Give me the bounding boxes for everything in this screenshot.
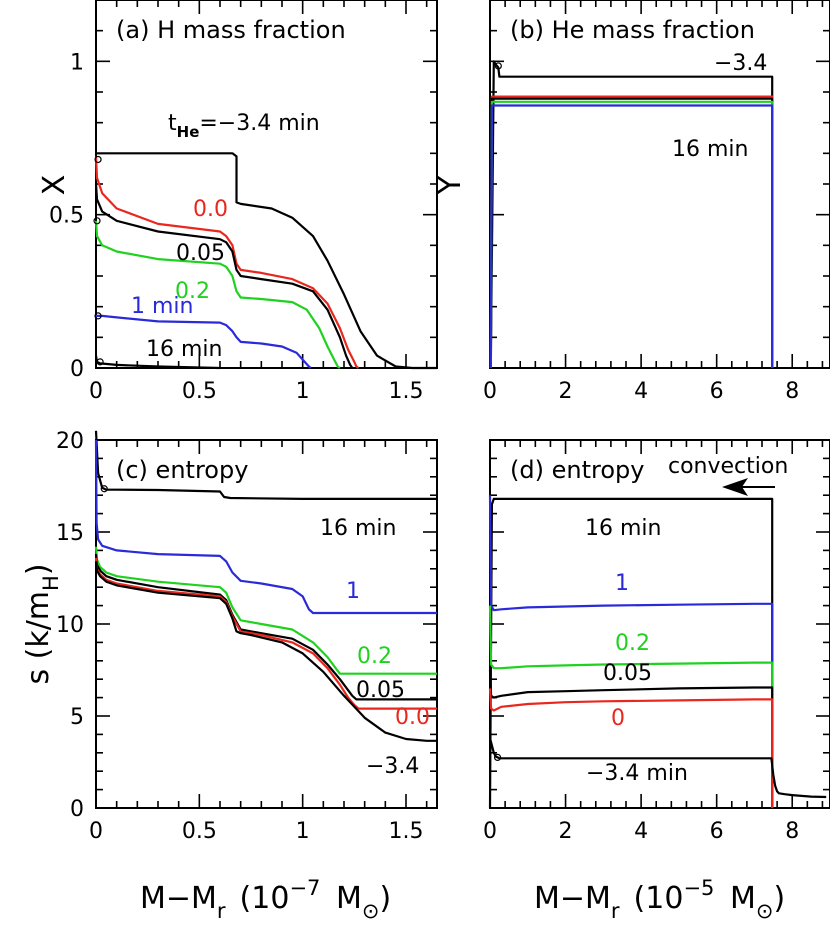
data-marker — [96, 358, 104, 366]
series-annotation: 16 min — [585, 516, 661, 541]
x-tick-label: 6 — [710, 819, 724, 844]
data-marker — [100, 485, 108, 493]
series-line-c-1 — [94, 439, 437, 615]
x-tick-label: 1 — [296, 379, 310, 404]
x-tick-label: 4 — [634, 819, 648, 844]
series-line-d-1 — [488, 495, 774, 808]
x-tick-label: 0 — [89, 819, 103, 844]
x-tick-label: 0.5 — [182, 379, 217, 404]
plot-frame — [489, 439, 830, 809]
series-annotation: 0.2 — [175, 279, 210, 304]
series-line-c-4 — [94, 557, 437, 710]
data-marker — [494, 62, 502, 70]
plot-frame — [489, 0, 830, 369]
x-tick-label: 8 — [785, 819, 799, 844]
series-annotation: 0.2 — [615, 631, 650, 656]
y-axis-label: Y — [433, 175, 468, 195]
data-marker — [94, 312, 102, 320]
x-tick-label: 0 — [483, 819, 497, 844]
data-marker — [93, 217, 101, 225]
x-tick-label: 0 — [483, 379, 497, 404]
series-annotation: −3.4 min — [586, 761, 688, 786]
series-annotation: 0.05 — [176, 241, 225, 266]
series-line-a-3 — [94, 220, 341, 369]
series-annotation: tHe=−3.4 min — [168, 111, 320, 141]
data-marker — [94, 155, 102, 164]
series-line-a-1 — [94, 156, 360, 369]
y-tick-label: 0 — [70, 357, 84, 382]
series-line-b-4 — [489, 104, 774, 369]
x-tick-label: 2 — [559, 819, 573, 844]
y-tick-label: 10 — [56, 613, 84, 638]
series-line-c-2 — [94, 546, 437, 675]
series-line-b-0 — [489, 60, 774, 369]
svg-text:M−Mr(10−7 M⊙): M−Mr (10−7 M⊙) — [140, 876, 391, 923]
series-annotation: 0 — [611, 706, 625, 731]
series-annotation: 0.2 — [357, 644, 392, 669]
panel-title: (b) He mass fraction — [510, 16, 755, 44]
series-annotation: −3.4 — [366, 754, 419, 779]
y-tick-label: 5 — [70, 705, 84, 730]
svg-text:M−Mr(10−5 M⊙): M−Mr (10−5 M⊙) — [534, 876, 785, 923]
y-axis-label: X — [37, 175, 72, 196]
y-tick-label: 20 — [56, 429, 84, 454]
x-tick-label: 2 — [559, 379, 573, 404]
series-annotation: 1 — [346, 579, 360, 604]
x-tick-label: 1 — [296, 819, 310, 844]
panel-a: 0 0.5 1 1.5 0 0.5 1 X (a) H mass fraction tHe=−3.… — [37, 0, 438, 404]
panel-c: 0 0.5 1 1.5 0 5 10 15 20 s (k/mH) (c) entropy 16 mi… — [21, 429, 438, 844]
x-tick-label: 1.5 — [389, 379, 424, 404]
panel-title: (d) entropy — [510, 456, 644, 484]
data-marker — [493, 753, 502, 762]
series-line-d-5 — [488, 737, 827, 799]
series-line-c-5 — [94, 561, 437, 742]
series-annotation: 1 min — [131, 294, 193, 319]
panel-d: 0 2 4 6 8 (d) entropy convection 16 min 1 0.2 0.05… — [483, 439, 830, 844]
series-annotation: 0.0 — [193, 197, 228, 222]
panel-b: 0 2 4 6 8 Y (b) He mass fraction −3.4 16 min — [433, 0, 830, 404]
series-line-d-2 — [488, 605, 774, 808]
series-annotation: 0.0 — [395, 705, 430, 730]
y-tick-label: 0 — [70, 797, 84, 822]
x-tick-label: 0 — [89, 379, 103, 404]
panel-title: (c) entropy — [116, 456, 248, 484]
series-annotation: 0.05 — [356, 678, 405, 703]
y-tick-label: 0.5 — [49, 204, 84, 229]
x-axis-label-right: M−Mr (10−5 M⊙) — [534, 876, 785, 923]
y-tick-label: 1 — [70, 50, 84, 75]
x-tick-label: 6 — [710, 379, 724, 404]
x-tick-label: 1.5 — [389, 819, 424, 844]
x-tick-label: 0.5 — [182, 819, 217, 844]
series-line-a-4 — [95, 314, 312, 369]
x-tick-label: 4 — [634, 379, 648, 404]
convection-arrow-head — [722, 478, 748, 496]
series-annotation: 0.05 — [603, 661, 652, 686]
series-annotation: −3.4 — [714, 51, 767, 76]
y-tick-label: 15 — [56, 521, 84, 546]
x-tick-label: 8 — [785, 379, 799, 404]
series-annotation: 16 min — [320, 516, 396, 541]
x-axis-label-left: M−Mr (10−7 M⊙) — [140, 876, 391, 923]
series-annotation: 16 min — [672, 137, 748, 162]
y-axis-label: s (k/mH) — [21, 563, 63, 684]
series-line-d-4 — [488, 688, 774, 808]
series-line-a-0 — [96, 152, 437, 370]
panel-title: (a) H mass fraction — [116, 16, 346, 44]
series-line-c-0 — [94, 430, 437, 500]
series-annotation: 1 — [615, 571, 629, 596]
series-annotation: convection — [668, 454, 788, 479]
series-line-d-3 — [488, 669, 774, 808]
series-line-a-2 — [94, 183, 354, 369]
series-annotation: 16 min — [146, 337, 222, 362]
